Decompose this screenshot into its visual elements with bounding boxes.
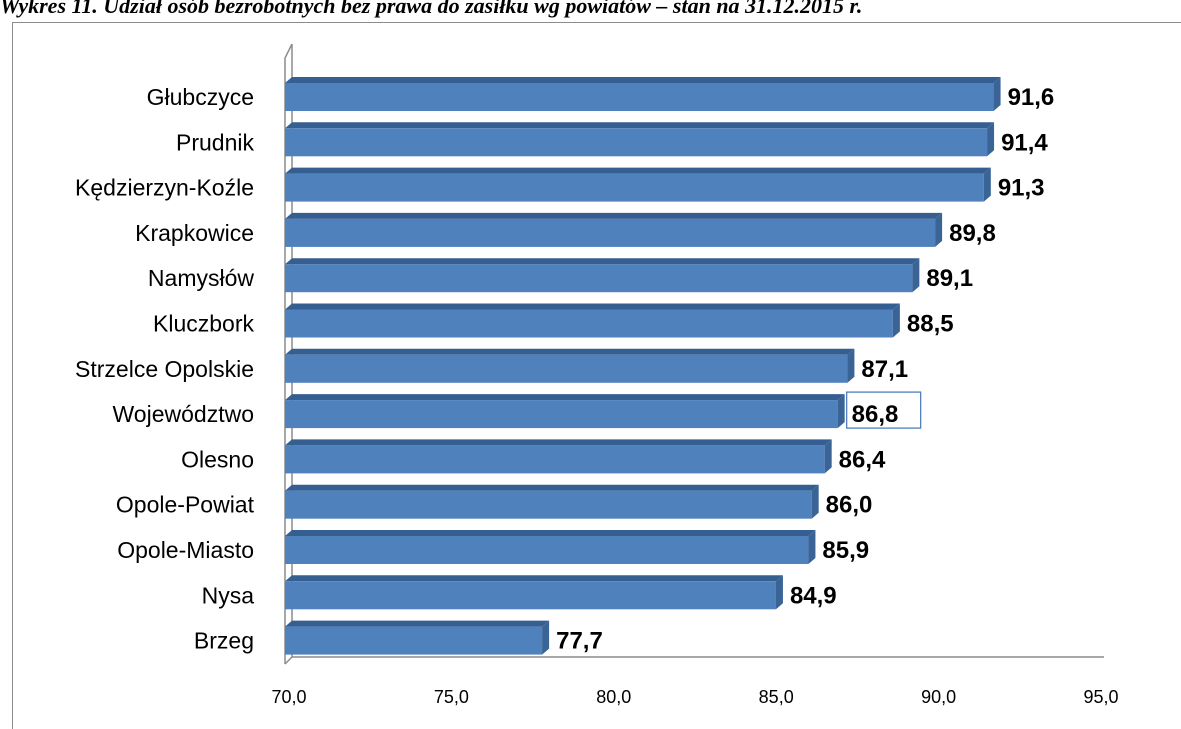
category-label: Strzelce Opolskie bbox=[75, 356, 254, 382]
category-label: Kędzierzyn-Koźle bbox=[75, 175, 254, 201]
category-label: Nysa bbox=[202, 582, 255, 608]
category-label: Województwo bbox=[113, 401, 254, 427]
data-label: 86,8 bbox=[852, 401, 899, 428]
bar-end-face bbox=[808, 530, 816, 564]
bar-end-face bbox=[811, 484, 819, 519]
bar-top-face bbox=[285, 439, 832, 446]
data-label: 85,9 bbox=[822, 537, 869, 564]
bar-top-face bbox=[285, 212, 943, 219]
bar-end-face bbox=[983, 167, 991, 202]
category-label: Krapkowice bbox=[135, 220, 254, 246]
bar bbox=[285, 173, 984, 202]
bar-top-face bbox=[285, 77, 1001, 83]
category-label: Głubczyce bbox=[147, 84, 254, 110]
bar bbox=[285, 264, 913, 293]
data-label: 89,1 bbox=[926, 265, 973, 292]
bar-end-face bbox=[912, 258, 920, 293]
bar bbox=[285, 354, 848, 383]
bar-top-face bbox=[285, 484, 819, 491]
bar-end-face bbox=[837, 394, 845, 429]
bar-top-face bbox=[285, 394, 845, 401]
bar-top-face bbox=[285, 258, 920, 265]
bar-end-face bbox=[847, 348, 855, 383]
bar-end-face bbox=[542, 620, 550, 655]
x-tick-label: 80,0 bbox=[596, 687, 631, 707]
bar-end-face bbox=[892, 303, 900, 338]
chart-frame bbox=[12, 22, 1181, 729]
floor-edge bbox=[284, 656, 293, 665]
x-tick-label: 75,0 bbox=[434, 687, 469, 707]
bar bbox=[285, 218, 936, 247]
data-label: 86,0 bbox=[826, 492, 873, 519]
bar-end-face bbox=[935, 212, 943, 247]
bar-end-face bbox=[824, 439, 832, 474]
x-tick-label: 85,0 bbox=[759, 687, 794, 707]
bar bbox=[285, 309, 893, 338]
category-label: Prudnik bbox=[176, 129, 254, 155]
data-label: 91,6 bbox=[1008, 84, 1055, 111]
category-label: Opole-Miasto bbox=[117, 537, 254, 563]
category-label: Brzeg bbox=[194, 628, 254, 654]
data-label: 89,8 bbox=[949, 220, 996, 247]
data-label: 84,9 bbox=[790, 582, 837, 609]
x-tick-label: 90,0 bbox=[921, 687, 956, 707]
data-label: 91,4 bbox=[1001, 129, 1048, 156]
bar-top-face bbox=[285, 575, 783, 582]
bar bbox=[285, 490, 812, 519]
bar bbox=[285, 83, 994, 111]
bar-top-face bbox=[285, 167, 991, 174]
category-label: Namysłów bbox=[148, 265, 254, 291]
data-label: 86,4 bbox=[839, 446, 886, 473]
bar bbox=[285, 536, 809, 564]
category-label: Kluczbork bbox=[153, 311, 254, 337]
bar-top-face bbox=[285, 122, 995, 129]
bar bbox=[285, 400, 838, 429]
bar bbox=[285, 445, 825, 474]
data-label: 87,1 bbox=[861, 356, 908, 383]
data-label: 91,3 bbox=[998, 175, 1045, 202]
bar bbox=[285, 128, 988, 157]
bar-top-face bbox=[285, 303, 900, 310]
x-tick-label: 70,0 bbox=[271, 687, 306, 707]
x-tick-label: 95,0 bbox=[1083, 687, 1118, 707]
data-label: 77,7 bbox=[556, 628, 603, 655]
category-label: Opole-Powiat bbox=[116, 492, 255, 518]
bar-end-face bbox=[993, 77, 1001, 111]
bar-top-face bbox=[285, 348, 855, 355]
bar-top-face bbox=[285, 530, 816, 536]
bar bbox=[285, 581, 776, 610]
bar-top-face bbox=[285, 620, 550, 627]
bar bbox=[285, 626, 543, 655]
bar-end-face bbox=[775, 575, 783, 610]
data-label-box bbox=[846, 391, 922, 429]
data-label: 88,5 bbox=[907, 311, 954, 338]
bar-end-face bbox=[987, 122, 995, 157]
chart-title: Wykres 11. Udział osób bezrobotnych bez … bbox=[0, 0, 863, 18]
category-label: Olesno bbox=[181, 446, 254, 472]
